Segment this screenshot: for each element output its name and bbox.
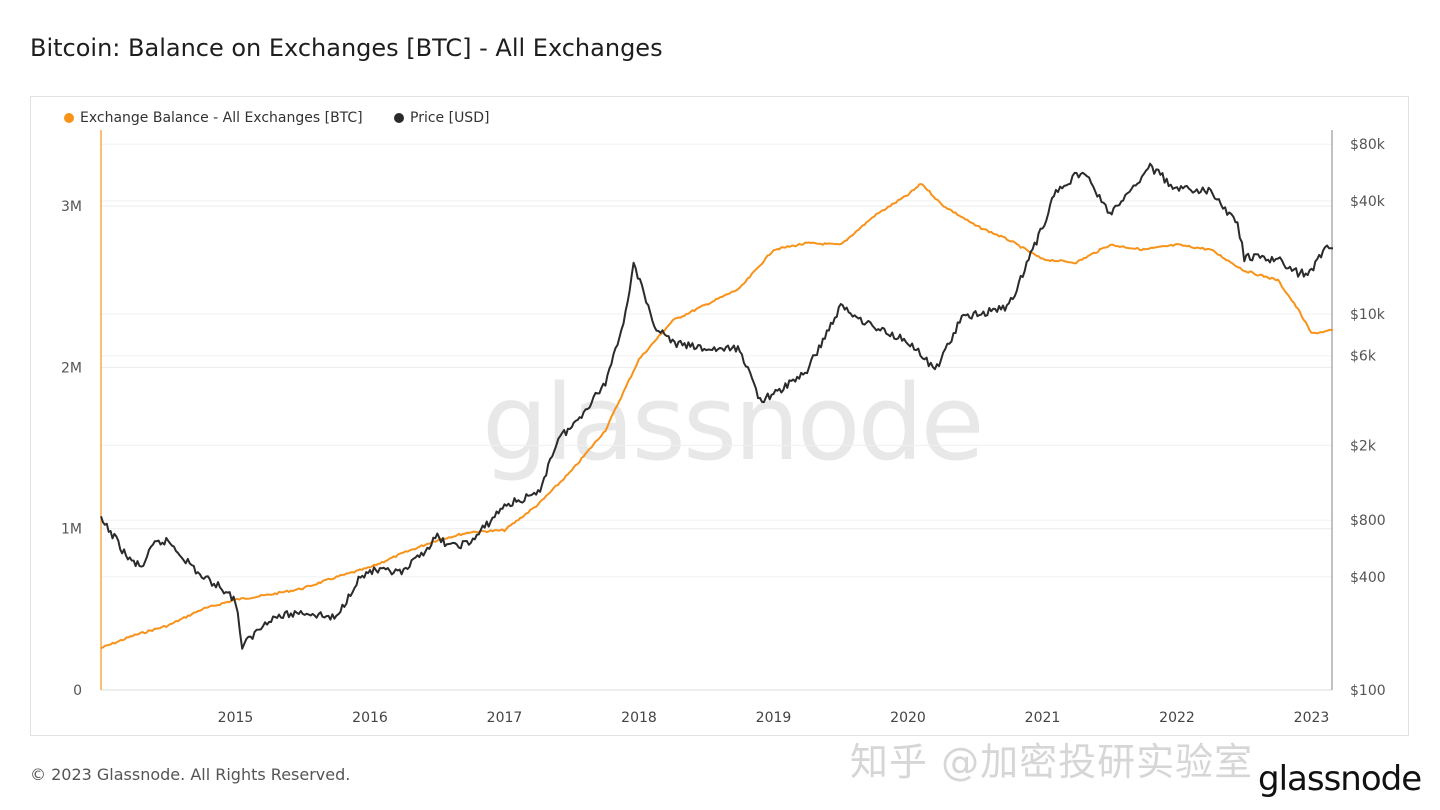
x-tick-label: 2019: [756, 710, 792, 726]
x-tick-label: 2021: [1025, 710, 1061, 726]
overlay-watermark-text: 知乎 @加密投研实验室: [850, 740, 1254, 784]
copyright-footer: © 2023 Glassnode. All Rights Reserved.: [30, 765, 351, 784]
legend-label: Exchange Balance - All Exchanges [BTC]: [80, 110, 363, 126]
legend-label: Price [USD]: [410, 110, 490, 126]
y-right-tick-label: $100: [1350, 683, 1386, 699]
glassnode-logo: glassnode: [1258, 759, 1422, 799]
y-left-tick-label: 1M: [61, 522, 82, 538]
legend-item-price[interactable]: Price [USD]: [394, 110, 489, 126]
x-tick-label: 2023: [1294, 710, 1330, 726]
y-left-tick-label: 2M: [61, 360, 82, 376]
y-right-tick-label: $800: [1350, 513, 1386, 529]
glassnode-watermark: glassnode: [482, 362, 985, 484]
x-tick-label: 2017: [487, 710, 523, 726]
x-tick-label: 2022: [1159, 710, 1195, 726]
chart-panel: [30, 96, 1409, 736]
legend-dot-orange-icon: [64, 113, 74, 123]
series-line-exchange-balance: [100, 183, 1334, 649]
y-right-tick-label: $6k: [1350, 349, 1377, 365]
x-tick-label: 2016: [352, 710, 388, 726]
series-line-price: [100, 162, 1333, 650]
x-tick-label: 2020: [890, 710, 926, 726]
x-tick-label: 2015: [218, 710, 254, 726]
page-title: Bitcoin: Balance on Exchanges [BTC] - Al…: [30, 34, 663, 62]
y-right-tick-label: $400: [1350, 570, 1386, 586]
y-left-tick-label: 0: [73, 683, 82, 699]
legend-item-exchange-balance[interactable]: Exchange Balance - All Exchanges [BTC]: [64, 110, 363, 126]
y-right-tick-label: $2k: [1350, 438, 1377, 454]
x-tick-label: 2018: [621, 710, 657, 726]
legend-dot-black-icon: [394, 113, 404, 123]
y-left-tick-label: 3M: [61, 199, 82, 215]
y-right-tick-label: $10k: [1350, 307, 1386, 323]
y-right-tick-label: $80k: [1350, 137, 1386, 153]
y-right-tick-label: $40k: [1350, 194, 1386, 210]
